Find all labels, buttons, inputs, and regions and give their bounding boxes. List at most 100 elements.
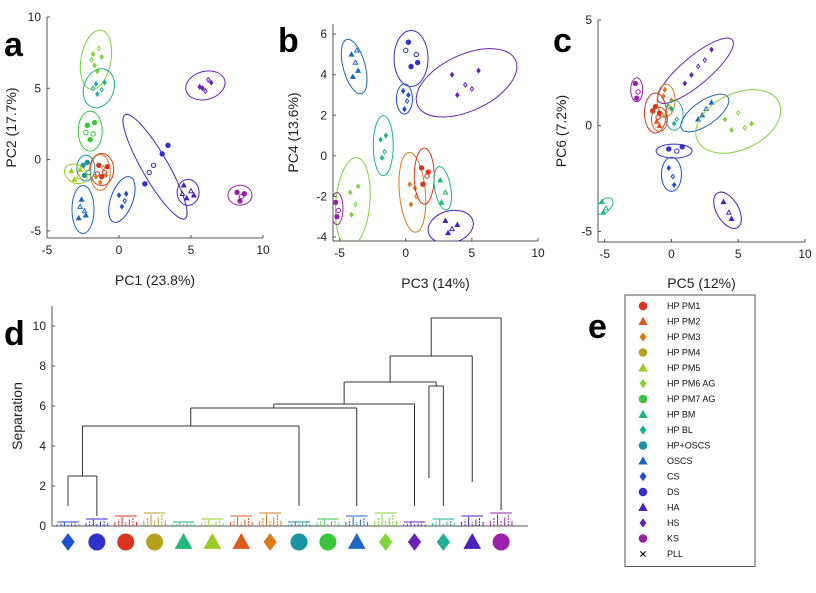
scatter-point (403, 47, 409, 54)
scatter-point (103, 172, 109, 179)
cluster-ellipse (340, 38, 368, 95)
x-tick-label: 0 (668, 247, 675, 261)
legend-marker (639, 425, 647, 435)
dendrogram-panel: 0 2 4 6 8 10 Separation (9, 306, 528, 551)
dendrogram-leaf-marker (290, 533, 308, 551)
scatter-point (634, 95, 640, 101)
scatter-point (237, 198, 243, 204)
cluster-ellipse (122, 113, 188, 220)
panel-label-e: e (588, 308, 607, 346)
scatter-point (99, 86, 104, 93)
scatter-point (347, 189, 353, 196)
scatter-point (333, 199, 339, 206)
y-tick-label: 0 (320, 149, 327, 163)
dendrogram-leaf-marker (117, 533, 135, 551)
scatter-point (75, 214, 82, 221)
cluster-ellipse (657, 37, 734, 104)
x-tick-label: 10 (798, 247, 812, 261)
scatter-point (81, 207, 88, 214)
legend-label: CS (667, 472, 680, 482)
scatter-point (445, 229, 452, 236)
dendrogram-leaf-marker (436, 533, 450, 551)
y-axis-label: PC4 (13.6%) (285, 92, 301, 172)
scatter-point (462, 81, 468, 88)
scatter-point (722, 116, 728, 123)
scatter-point (662, 86, 668, 93)
y-tick-label: 8 (39, 359, 46, 373)
scatter-point (95, 90, 100, 98)
cluster-ellipse (89, 153, 115, 187)
y-axis-label: Separation (9, 382, 25, 450)
legend-marker (638, 301, 648, 311)
cluster-ellipse (630, 77, 644, 103)
legend-marker (639, 332, 647, 342)
scatter-point (142, 181, 148, 187)
scatter-point (187, 187, 195, 194)
cluster-ellipse (660, 156, 682, 192)
dendrogram-leaf-marker (61, 533, 75, 551)
scatter-panel-a: -5 0 5 10 -5 0 5 10 PC1 (23.8%) PC2 (17.7%) (3, 10, 270, 288)
y-tick-label: 5 (585, 13, 592, 27)
y-tick-label: 0 (39, 519, 46, 533)
legend-label: HP PM4 (667, 348, 700, 358)
scatter-point (408, 201, 414, 208)
scatter-point (708, 99, 715, 105)
scatter-point (455, 91, 460, 99)
y-axis-label: PC2 (17.7%) (3, 87, 19, 167)
cluster-ellipse (650, 106, 668, 132)
scatter-point (100, 165, 106, 172)
scatter-point (84, 159, 91, 166)
cluster-ellipse (415, 48, 518, 118)
cluster-ellipse (395, 83, 413, 115)
y-tick-label: 10 (33, 319, 47, 333)
legend-marker (638, 487, 648, 497)
scatter-point (93, 80, 99, 88)
cluster-ellipse (82, 68, 116, 109)
x-tick-label: 5 (469, 246, 476, 260)
panel-label-d: d (4, 315, 25, 353)
legend-box (624, 294, 756, 567)
plot-area (598, 37, 782, 229)
scatter-point (77, 166, 84, 172)
scatter-point (92, 62, 97, 69)
legend-panel: HP PM1 HP PM2 HP PM3 HP PM4 HP PM5 HP PM6 AG H… (624, 294, 756, 567)
legend-marker (639, 378, 647, 389)
scatter-point (116, 192, 122, 199)
scatter-point (379, 154, 385, 161)
dendrogram-leaf-marker (263, 533, 277, 551)
x-tick-label: 10 (531, 246, 545, 260)
scatter-point (602, 204, 610, 211)
panel-label-c: c (553, 22, 572, 60)
scatter-point (408, 63, 414, 70)
scatter-point (382, 148, 387, 155)
x-tick-label: 5 (188, 243, 195, 257)
cluster-ellipse (333, 192, 344, 226)
cluster-ellipse (393, 29, 429, 87)
cluster-ellipse (108, 176, 136, 223)
scatter-point (200, 85, 205, 92)
scatter-point (449, 71, 455, 78)
x-axis-label: PC5 (12%) (667, 275, 735, 291)
scatter-point (425, 169, 431, 175)
dendrogram-leaf-marker (232, 532, 251, 549)
dendrogram-leaf-marker (88, 533, 106, 551)
legend-marker (639, 550, 647, 558)
legend-label: HP PM6 AG (667, 379, 715, 389)
scatter-point (349, 211, 354, 218)
scatter-point (418, 165, 425, 171)
legend-marker (638, 363, 648, 372)
legend-label: HP PM2 (667, 317, 700, 327)
x-axis-label: PC1 (23.8%) (115, 272, 195, 288)
scatter-point (353, 47, 360, 53)
scatter-point (666, 164, 672, 172)
legend-label: KS (667, 534, 679, 544)
scatter-point (682, 80, 688, 87)
scatter-point (469, 85, 475, 92)
scatter-point (355, 67, 362, 73)
plot-area (63, 29, 253, 234)
scatter-point (414, 59, 421, 66)
scatter-point (454, 221, 461, 228)
scatter-point (146, 169, 152, 176)
cluster-ellipse (713, 191, 742, 229)
